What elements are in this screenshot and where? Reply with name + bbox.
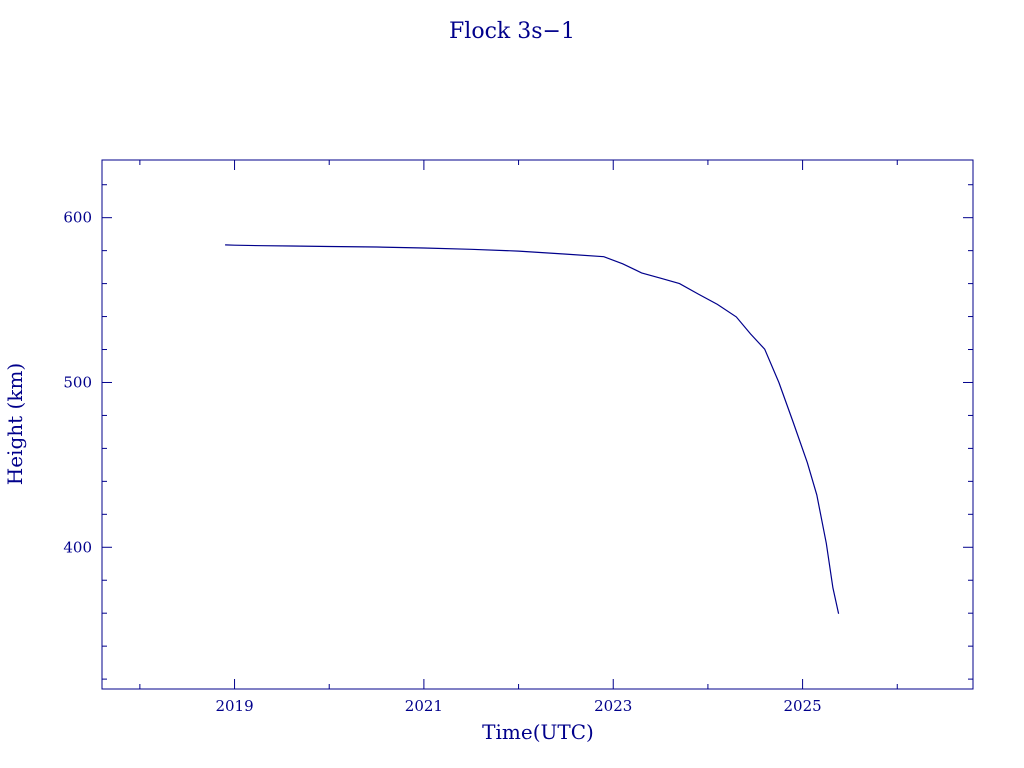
y-axis-ticks [102,184,973,680]
y-tick-label: 500 [63,373,92,391]
x-axis-label: Time(UTC) [482,720,594,744]
x-tick-label: 2021 [405,697,443,715]
series-line [225,244,840,614]
y-tick-label: 600 [63,209,92,227]
chart-title: Flock 3s−1 [449,19,575,44]
y-axis-label: Height (km) [3,363,27,485]
x-axis-ticks [139,160,898,689]
x-axis-tick-labels: 2019 2021 2023 2025 [215,697,821,715]
x-tick-label: 2023 [594,697,632,715]
plot-frame [101,159,974,690]
x-tick-label: 2025 [783,697,821,715]
x-tick-label: 2019 [215,697,253,715]
y-axis-tick-labels: 400 500 600 [63,209,92,557]
y-tick-label: 400 [63,538,92,556]
